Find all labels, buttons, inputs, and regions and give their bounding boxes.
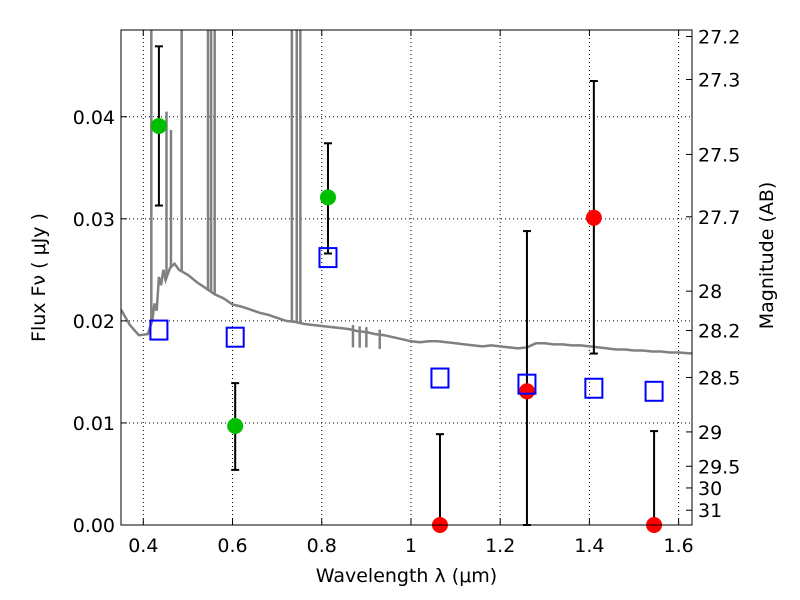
model-spectrum-layer xyxy=(121,30,692,355)
right-axis-label: Magnitude (AB) xyxy=(756,182,778,330)
y-tick-label: 0.00 xyxy=(73,515,115,537)
model-spectrum-line xyxy=(121,261,692,355)
model-photometry-point xyxy=(149,319,169,341)
right-tick-label: 28.5 xyxy=(698,367,740,389)
right-tick-label: 27.2 xyxy=(698,27,740,49)
x-tick-label: 1.2 xyxy=(485,535,515,557)
y-tick-label: 0.02 xyxy=(73,311,115,333)
right-tick-label: 31 xyxy=(698,500,722,522)
marker-layer xyxy=(149,117,664,533)
tick-layer: 0.4 0.6 0.8 1 1.2 1.4 1.6 0.00 0.01 0.02 0.03 0.04 2… xyxy=(73,27,741,557)
detection-point xyxy=(150,117,167,134)
errorbar-layer xyxy=(154,45,659,526)
x-tick-label: 1.4 xyxy=(574,535,604,557)
x-tick-label: 0.4 xyxy=(128,535,158,557)
model-photometry-point xyxy=(644,380,664,402)
y-tick-label: 0.01 xyxy=(73,413,115,435)
x-tick-label: 1.6 xyxy=(664,535,694,557)
model-photometry-point xyxy=(430,367,450,389)
model-photometry-point xyxy=(318,247,338,269)
right-tick-label: 27.3 xyxy=(698,69,740,91)
model-photometry-point xyxy=(584,377,604,399)
right-tick-label: 30 xyxy=(698,478,722,500)
y-tick-label: 0.04 xyxy=(73,107,115,129)
right-tick-label: 29 xyxy=(698,422,722,444)
x-tick-label: 0.8 xyxy=(307,535,337,557)
right-tick-label: 28 xyxy=(698,281,722,303)
right-tick-label: 29.5 xyxy=(698,456,740,478)
model-photometry-point xyxy=(517,373,537,395)
detection-point xyxy=(227,418,244,434)
x-tick-label: 0.6 xyxy=(217,535,247,557)
model-photometry-point xyxy=(225,326,245,348)
y-tick-label: 0.03 xyxy=(73,209,115,231)
non-detection-point xyxy=(585,209,602,226)
right-tick-label: 27.7 xyxy=(698,207,740,229)
x-tick-label: 1 xyxy=(405,535,417,557)
right-tick-label: 27.5 xyxy=(698,144,740,166)
x-axis-label: Wavelength λ (μm) xyxy=(316,565,497,587)
non-detection-point xyxy=(518,383,535,400)
y-axis-label: Flux Fν ( μJy ) xyxy=(28,213,50,342)
grid-layer xyxy=(121,30,692,525)
right-tick-label: 28.2 xyxy=(698,321,740,343)
detection-point xyxy=(319,189,336,206)
plot-frame xyxy=(120,29,693,526)
